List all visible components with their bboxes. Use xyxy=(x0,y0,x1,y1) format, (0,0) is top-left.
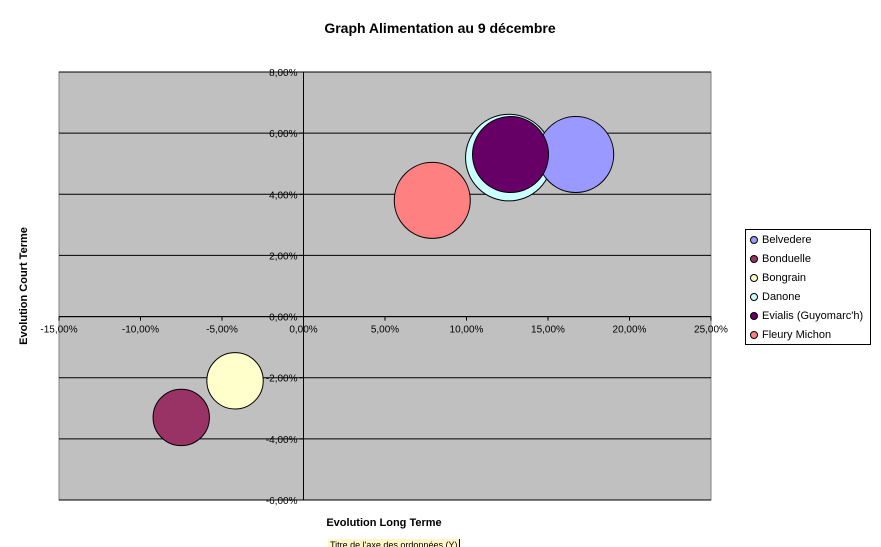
y-tick-label: 2,00% xyxy=(269,251,297,262)
legend-label: Belvedere xyxy=(762,233,812,246)
y-tick-label: 4,00% xyxy=(269,190,297,201)
x-tick-label: 25,00% xyxy=(694,325,728,336)
legend-swatch xyxy=(750,311,758,320)
x-tick-label: 0,00% xyxy=(289,325,317,336)
x-tick-label: 15,00% xyxy=(531,325,565,336)
legend-swatch xyxy=(750,292,758,301)
y-tick-label: 8,00% xyxy=(269,68,297,79)
x-tick-label: 10,00% xyxy=(450,325,484,336)
x-tick-label: -5,00% xyxy=(206,325,238,336)
y-tick-label: -2,00% xyxy=(266,374,298,385)
x-axis-title: Evolution Long Terme xyxy=(326,517,441,529)
axis-title-stub: Titre de l'axe des ordonnées (Y) xyxy=(328,539,461,547)
legend: Belvedere Bonduelle Bongrain Danone Evialis … xyxy=(745,229,871,345)
legend-label: Danone xyxy=(762,290,801,303)
bubble-evialis-guyomarc-h xyxy=(472,116,550,194)
x-tick-label: -15,00% xyxy=(40,325,77,336)
bubble-bonduelle xyxy=(152,388,210,447)
legend-label: Bonduelle xyxy=(762,252,811,265)
legend-label: Fleury Michon xyxy=(762,328,832,341)
legend-swatch xyxy=(750,235,758,244)
axes xyxy=(58,71,712,501)
legend-item: Belvedere xyxy=(746,230,870,249)
legend-swatch xyxy=(750,273,758,282)
legend-item: Fleury Michon xyxy=(746,325,870,344)
y-tick-label: -4,00% xyxy=(266,435,298,446)
plot-area xyxy=(58,71,712,501)
x-tick-label: 20,00% xyxy=(613,325,647,336)
legend-label: Bongrain xyxy=(762,271,807,284)
y-tick-label: 0,00% xyxy=(269,313,297,324)
legend-item: Danone xyxy=(746,287,870,306)
x-tick-label: 5,00% xyxy=(371,325,399,336)
bubble-bongrain xyxy=(206,352,264,410)
legend-item: Evialis (Guyomarc'h) xyxy=(746,306,870,325)
legend-label: Evialis (Guyomarc'h) xyxy=(762,309,864,322)
legend-swatch xyxy=(750,254,758,263)
bubble-belvedere xyxy=(537,116,615,194)
legend-item: Bongrain xyxy=(746,268,870,287)
bubble-fleury-michon xyxy=(393,161,471,239)
y-tick-label: 6,00% xyxy=(269,129,297,140)
legend-swatch xyxy=(750,330,758,339)
y-tick-label: -6,00% xyxy=(266,496,298,507)
tick-labels: -15,00% -10,00% -5,00% 0,00% 5,00% 10,00% 15,0… xyxy=(40,68,728,507)
legend-item: Bonduelle xyxy=(746,249,870,268)
x-tick-label: -10,00% xyxy=(122,325,159,336)
y-axis-title: Evolution Court Terme xyxy=(18,227,30,345)
bubbles xyxy=(152,113,615,447)
chart-title: Graph Alimentation au 9 décembre xyxy=(324,20,556,36)
